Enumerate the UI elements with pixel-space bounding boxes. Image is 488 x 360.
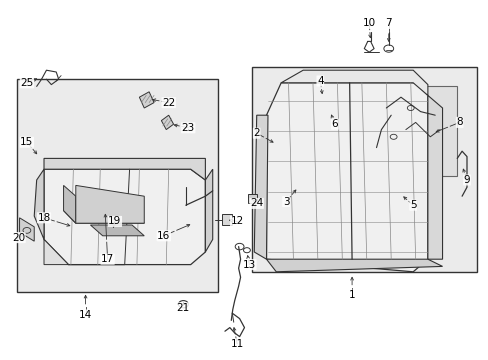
Polygon shape (76, 185, 144, 223)
Polygon shape (34, 169, 44, 239)
Text: 9: 9 (463, 175, 469, 185)
Polygon shape (90, 225, 144, 236)
Polygon shape (44, 169, 205, 265)
Text: 3: 3 (282, 197, 289, 207)
Polygon shape (44, 158, 205, 180)
Text: 15: 15 (20, 137, 34, 147)
Bar (373, 86, 456, 176)
Polygon shape (139, 92, 154, 108)
Polygon shape (254, 115, 267, 259)
Text: 22: 22 (162, 98, 175, 108)
Text: 7: 7 (385, 18, 391, 28)
Text: 21: 21 (176, 303, 190, 313)
Text: 12: 12 (230, 216, 244, 226)
Text: 2: 2 (253, 128, 260, 138)
Text: 18: 18 (37, 213, 51, 223)
Polygon shape (44, 239, 124, 265)
Bar (251, 67, 476, 272)
Text: 5: 5 (409, 200, 416, 210)
Polygon shape (63, 211, 144, 223)
Polygon shape (248, 194, 256, 203)
Text: 8: 8 (455, 117, 462, 127)
Text: 1: 1 (348, 290, 355, 300)
Text: 16: 16 (157, 231, 170, 241)
Text: 14: 14 (79, 310, 92, 320)
Polygon shape (222, 214, 232, 225)
Text: 10: 10 (362, 18, 375, 28)
Polygon shape (427, 95, 442, 259)
Text: 6: 6 (331, 119, 338, 129)
Text: 17: 17 (101, 254, 114, 264)
Polygon shape (266, 259, 442, 272)
Polygon shape (20, 218, 34, 241)
Polygon shape (161, 115, 173, 130)
Text: 20: 20 (12, 233, 25, 243)
Polygon shape (205, 169, 212, 252)
Text: 13: 13 (242, 260, 256, 270)
Text: 25: 25 (20, 78, 34, 88)
Text: 4: 4 (316, 76, 323, 86)
Text: 19: 19 (108, 216, 122, 226)
Polygon shape (266, 83, 427, 272)
Text: 11: 11 (230, 339, 244, 349)
Text: 24: 24 (249, 198, 263, 208)
Polygon shape (281, 70, 427, 95)
Polygon shape (63, 185, 76, 223)
Text: 23: 23 (181, 123, 195, 133)
Bar (17, 79, 217, 292)
